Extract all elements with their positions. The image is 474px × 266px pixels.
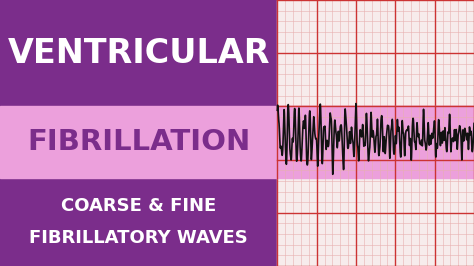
- Bar: [277, 0, 474, 266]
- Text: FIBRILLATORY WAVES: FIBRILLATORY WAVES: [29, 229, 248, 247]
- Text: VENTRICULAR: VENTRICULAR: [8, 37, 270, 70]
- Text: FIBRILLATION: FIBRILLATION: [27, 128, 250, 156]
- Text: COARSE & FINE: COARSE & FINE: [61, 197, 216, 215]
- Bar: [0, 0, 277, 266]
- Bar: [0, 106, 474, 178]
